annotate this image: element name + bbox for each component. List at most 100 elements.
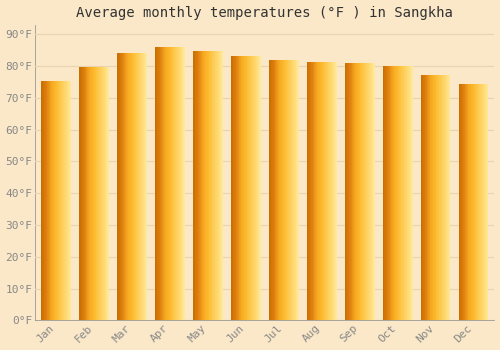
Bar <box>94 67 95 320</box>
Bar <box>277 60 278 320</box>
Bar <box>309 62 310 320</box>
Bar <box>180 47 181 320</box>
Bar <box>307 62 308 320</box>
Bar <box>313 62 314 320</box>
Bar <box>424 75 426 320</box>
Bar <box>166 47 167 320</box>
Bar <box>222 51 223 320</box>
Bar <box>437 75 438 320</box>
Bar <box>175 47 176 320</box>
Bar <box>106 67 107 320</box>
Bar <box>245 56 246 320</box>
Bar <box>132 54 133 320</box>
Bar <box>479 84 480 320</box>
Bar <box>206 51 208 320</box>
Bar <box>84 67 86 320</box>
Bar <box>240 56 242 320</box>
Bar <box>155 47 156 320</box>
Bar <box>396 66 397 320</box>
Bar <box>176 47 178 320</box>
Bar <box>294 60 295 320</box>
Bar <box>248 56 249 320</box>
Bar <box>390 66 391 320</box>
Bar <box>204 51 205 320</box>
Bar <box>123 54 124 320</box>
Bar <box>320 62 321 320</box>
Bar <box>172 47 173 320</box>
Bar <box>256 56 257 320</box>
Bar <box>49 82 50 320</box>
Bar <box>481 84 482 320</box>
Bar <box>315 62 316 320</box>
Bar <box>86 67 88 320</box>
Bar <box>431 75 432 320</box>
Bar <box>283 60 284 320</box>
Bar <box>435 75 436 320</box>
Bar <box>409 66 410 320</box>
Bar <box>310 62 312 320</box>
Bar <box>448 75 449 320</box>
Bar <box>402 66 403 320</box>
Bar <box>164 47 165 320</box>
Bar <box>207 51 208 320</box>
Bar <box>208 51 209 320</box>
Bar <box>426 75 427 320</box>
Bar <box>81 67 82 320</box>
Bar <box>217 51 218 320</box>
Bar <box>398 66 399 320</box>
Bar <box>161 47 162 320</box>
Bar <box>274 60 275 320</box>
Bar <box>179 47 180 320</box>
Bar <box>160 47 161 320</box>
Bar <box>181 47 182 320</box>
Bar <box>121 54 122 320</box>
Bar <box>296 60 297 320</box>
Bar <box>165 47 166 320</box>
Bar <box>357 63 358 320</box>
Bar <box>95 67 96 320</box>
Bar <box>478 84 479 320</box>
Bar <box>171 47 172 320</box>
Bar <box>173 47 174 320</box>
Bar <box>42 82 43 320</box>
Bar <box>459 84 460 320</box>
Bar <box>231 56 232 320</box>
Bar <box>54 82 56 320</box>
Bar <box>144 54 146 320</box>
Bar <box>54 82 55 320</box>
Bar <box>365 63 366 320</box>
Bar <box>258 56 260 320</box>
Bar <box>403 66 404 320</box>
Bar <box>98 67 100 320</box>
Bar <box>484 84 486 320</box>
Bar <box>126 54 127 320</box>
Bar <box>199 51 200 320</box>
Bar <box>100 67 101 320</box>
Bar <box>240 56 241 320</box>
Bar <box>383 66 384 320</box>
Bar <box>408 66 409 320</box>
Bar <box>319 62 320 320</box>
Bar <box>252 56 254 320</box>
Bar <box>103 67 104 320</box>
Bar <box>372 63 373 320</box>
Bar <box>348 63 350 320</box>
Bar <box>218 51 219 320</box>
Bar <box>212 51 213 320</box>
Bar <box>472 84 473 320</box>
Bar <box>280 60 281 320</box>
Bar <box>325 62 326 320</box>
Bar <box>326 62 327 320</box>
Bar <box>466 84 467 320</box>
Bar <box>91 67 92 320</box>
Bar <box>282 60 283 320</box>
Bar <box>174 47 175 320</box>
Bar <box>434 75 435 320</box>
Bar <box>373 63 374 320</box>
Bar <box>405 66 406 320</box>
Bar <box>359 63 360 320</box>
Bar <box>236 56 237 320</box>
Bar <box>371 63 372 320</box>
Bar <box>475 84 476 320</box>
Bar <box>269 60 270 320</box>
